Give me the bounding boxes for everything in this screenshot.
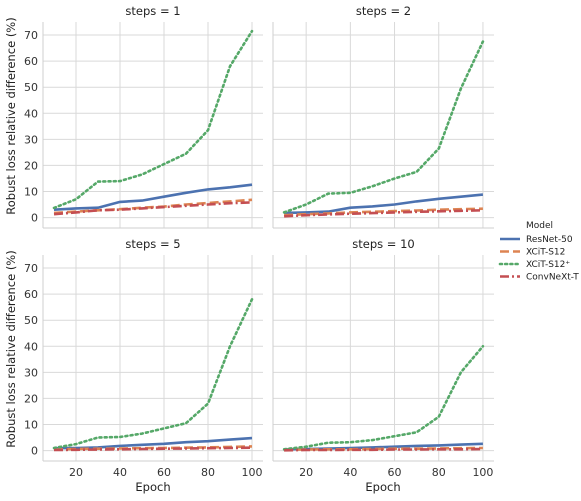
y-tick-label: 50 bbox=[24, 81, 38, 94]
panel-background bbox=[273, 255, 494, 461]
series-line-xcit-s12- bbox=[52, 297, 254, 450]
series-line-convnext-t bbox=[53, 201, 253, 216]
series-line-convnext-t bbox=[284, 447, 483, 452]
panel-background bbox=[43, 22, 263, 228]
y-tick-label: 70 bbox=[24, 29, 38, 42]
x-tick-label: 40 bbox=[343, 466, 357, 479]
x-tick-label: 40 bbox=[113, 466, 127, 479]
x-axis-label-right: Epoch bbox=[365, 480, 400, 494]
y-tick-label: 40 bbox=[24, 107, 38, 120]
series-line-xcit-s12- bbox=[282, 344, 485, 451]
y-tick-label: 20 bbox=[24, 159, 38, 172]
legend-entry-label: XCiT-S12 bbox=[526, 248, 565, 258]
panel-background bbox=[273, 22, 494, 228]
legend-entry-label: XCiT-S12⁺ bbox=[526, 260, 570, 270]
x-axis-label-left: Epoch bbox=[135, 480, 170, 494]
panel-title: steps = 5 bbox=[125, 237, 180, 251]
series-line-xcit-s12- bbox=[52, 29, 254, 210]
y-tick-label: 60 bbox=[24, 288, 38, 301]
series-line-xcit-s12 bbox=[284, 446, 483, 452]
x-tick-label: 60 bbox=[388, 466, 402, 479]
y-tick-label: 10 bbox=[24, 418, 38, 431]
series-line-xcit-s12 bbox=[53, 198, 253, 215]
x-tick-label: 20 bbox=[69, 466, 83, 479]
series-line-resnet-50 bbox=[53, 183, 253, 211]
series-line-xcit-s12 bbox=[53, 445, 253, 451]
x-tick-label: 60 bbox=[157, 466, 171, 479]
y-tick-label: 10 bbox=[24, 185, 38, 198]
x-tick-label: 80 bbox=[432, 466, 446, 479]
y-tick-label: 50 bbox=[24, 314, 38, 327]
series-line-xcit-s12- bbox=[282, 40, 485, 214]
y-axis-label-top: Robust loss relative difference (%) bbox=[4, 17, 18, 214]
facet-panel-1: 0 10 20 30 40 50 60 70 steps = 1 bbox=[24, 4, 263, 229]
legend-title: Model bbox=[526, 221, 553, 231]
legend-entry-label: ResNet-50 bbox=[526, 235, 573, 245]
x-tick-label: 100 bbox=[472, 466, 493, 479]
y-tick-label: 40 bbox=[24, 340, 38, 353]
facet-panel-4: 20 40 60 80 100 steps = 10 bbox=[272, 237, 494, 479]
series-line-resnet-50 bbox=[284, 193, 484, 215]
y-tick-label: 0 bbox=[31, 445, 38, 458]
facet-panel-2: steps = 2 bbox=[272, 4, 494, 229]
legend-entry-label: ConvNeXt-T bbox=[526, 273, 579, 283]
x-tick-label: 100 bbox=[242, 466, 263, 479]
panel-title: steps = 1 bbox=[125, 4, 180, 18]
legend: Model ResNet-50 XCiT-S12 XCiT-S12⁺ ConvNeXt… bbox=[498, 221, 579, 283]
y-tick-label: 20 bbox=[24, 392, 38, 405]
x-tick-label: 20 bbox=[299, 466, 313, 479]
facet-panel-3: 0 10 20 30 40 50 60 70 20 40 60 80 100 steps = 5 bbox=[24, 237, 263, 479]
y-tick-label: 60 bbox=[24, 55, 38, 68]
x-tick-label: 80 bbox=[201, 466, 215, 479]
series-line-convnext-t bbox=[284, 209, 483, 218]
series-line-xcit-s12 bbox=[284, 207, 483, 217]
y-axis-label-bottom: Robust loss relative difference (%) bbox=[4, 250, 18, 447]
panel-title: steps = 2 bbox=[356, 4, 411, 18]
y-tick-label: 0 bbox=[31, 212, 38, 225]
series-line-convnext-t bbox=[53, 446, 253, 452]
y-tick-label: 30 bbox=[24, 133, 38, 146]
panel-title: steps = 10 bbox=[352, 237, 414, 251]
y-tick-label: 30 bbox=[24, 366, 38, 379]
y-tick-label: 70 bbox=[24, 262, 38, 275]
